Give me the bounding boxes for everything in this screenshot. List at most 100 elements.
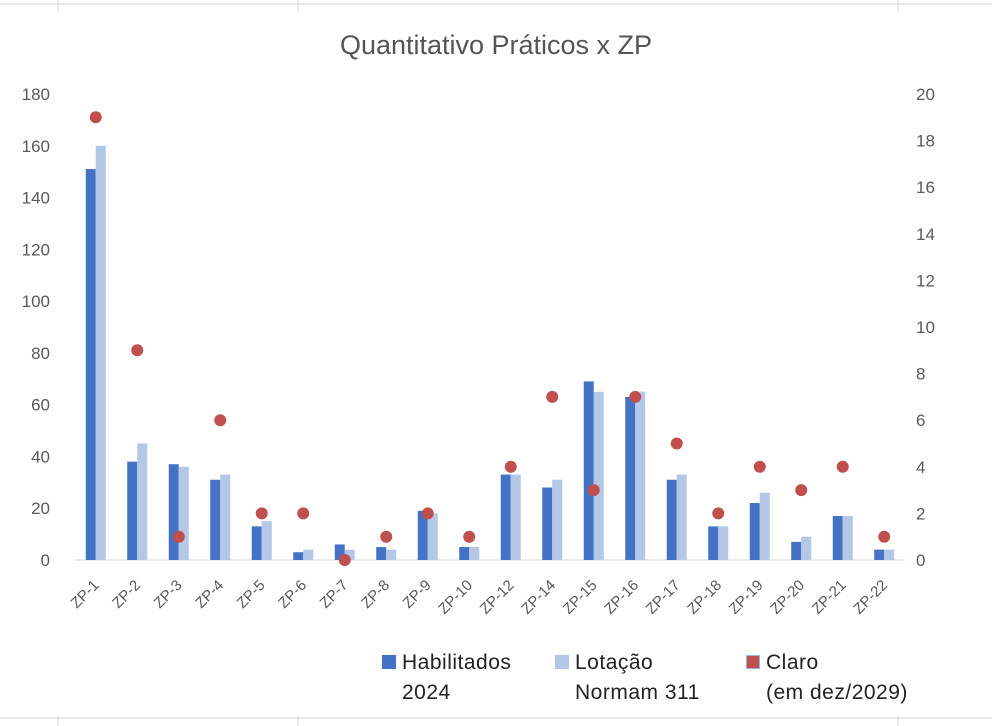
point-claro: [297, 507, 310, 520]
point-claro: [131, 344, 144, 357]
x-tick-label: ZP-2: [109, 577, 144, 612]
bar-lotacao: [593, 391, 604, 560]
bar-lotacao: [344, 549, 355, 560]
point-claro: [338, 554, 351, 566]
point-claro: [712, 507, 725, 520]
y-tick-label-right: 14: [916, 225, 935, 244]
x-tick-label: ZP-1: [68, 577, 103, 612]
x-tick-label: ZP-6: [275, 577, 310, 612]
y-tick-label-right: 16: [916, 178, 935, 197]
point-claro: [546, 390, 559, 403]
bar-lotacao: [303, 549, 314, 560]
y-tick-label-right: 10: [916, 318, 935, 337]
x-tick-label: ZP-17: [643, 577, 684, 618]
bar-lotacao: [427, 513, 438, 560]
bar-habilitados: [293, 552, 304, 560]
legend-label-line2: (em dez/2029): [766, 681, 908, 704]
bar-lotacao: [95, 145, 106, 560]
bar-habilitados: [334, 544, 345, 560]
x-tick-label: ZP-21: [809, 577, 850, 618]
bar-habilitados: [168, 464, 179, 560]
y-tick-label-left: 160: [22, 137, 50, 156]
y-tick-label-right: 4: [916, 458, 925, 477]
y-tick-label-left: 180: [22, 85, 50, 104]
point-claro: [587, 484, 600, 497]
x-tick-label: ZP-5: [234, 577, 269, 612]
point-claro: [629, 390, 642, 403]
y-tick-label-left: 60: [31, 396, 50, 415]
bar-lotacao: [759, 492, 770, 560]
bar-lotacao: [801, 536, 812, 560]
bar-lotacao: [469, 547, 480, 560]
bar-habilitados: [749, 503, 760, 560]
bar-habilitados: [666, 479, 677, 560]
y-tick-label-left: 100: [22, 292, 50, 311]
bar-lotacao: [552, 479, 563, 560]
y-tick-label-right: 18: [916, 132, 935, 151]
legend-label-line1: Claro: [766, 651, 819, 674]
x-tick-label: ZP-12: [477, 577, 518, 618]
bar-lotacao: [510, 474, 521, 560]
bar-lotacao: [386, 549, 397, 560]
point-claro: [421, 507, 434, 520]
x-tick-label: ZP-8: [358, 577, 393, 612]
y-tick-label-left: 80: [31, 344, 50, 363]
bar-habilitados: [459, 547, 470, 560]
bar-habilitados: [85, 169, 96, 561]
point-claro: [504, 460, 517, 473]
x-tick-label: ZP-7: [317, 577, 352, 612]
y-tick-label-right: 20: [916, 85, 935, 104]
legend-swatch-lotacao: [555, 655, 569, 669]
legend-label-line1: Habilitados: [402, 651, 512, 674]
chart-area[interactable]: [10, 10, 980, 716]
x-tick-label: ZP-3: [151, 577, 186, 612]
bar-habilitados: [874, 549, 885, 560]
bar-habilitados: [417, 510, 428, 560]
bar-lotacao: [884, 549, 895, 560]
y-tick-label-right: 2: [916, 504, 925, 523]
bar-lotacao: [676, 474, 687, 560]
bar-lotacao: [842, 515, 853, 560]
point-claro: [836, 460, 849, 473]
y-tick-label-left: 40: [31, 447, 50, 466]
bar-lotacao: [635, 391, 646, 560]
point-claro: [89, 111, 102, 124]
legend-swatch-habilitados: [382, 655, 396, 669]
legend-label-line2: 2024: [402, 681, 451, 704]
y-tick-label-left: 0: [41, 551, 50, 570]
point-claro: [753, 460, 766, 473]
point-claro: [172, 530, 185, 543]
point-claro: [255, 507, 268, 520]
bar-habilitados: [542, 487, 553, 560]
x-tick-label: ZP-22: [850, 577, 891, 618]
point-claro: [795, 484, 808, 497]
y-tick-label-right: 6: [916, 411, 925, 430]
y-tick-label-left: 140: [22, 189, 50, 208]
x-tick-label: ZP-15: [560, 577, 601, 618]
y-tick-label-right: 0: [916, 551, 925, 570]
x-tick-label: ZP-18: [684, 577, 725, 618]
point-claro: [380, 530, 393, 543]
bar-lotacao: [178, 466, 189, 560]
bar-habilitados: [210, 479, 221, 560]
x-tick-label: ZP-16: [601, 577, 642, 618]
x-tick-label: ZP-19: [726, 577, 767, 618]
bar-habilitados: [251, 526, 262, 560]
legend: Habilitados 2024 Lotação Normam 311 Clar…: [0, 648, 992, 718]
y-tick-label-right: 12: [916, 271, 935, 290]
bar-lotacao: [137, 443, 148, 560]
point-claro: [463, 530, 476, 543]
bar-habilitados: [708, 526, 719, 560]
point-claro: [214, 414, 227, 427]
x-tick-label: ZP-9: [400, 577, 435, 612]
bar-habilitados: [832, 515, 843, 560]
bar-lotacao: [220, 474, 231, 560]
x-tick-label: ZP-10: [435, 577, 476, 618]
legend-swatch-claro: [746, 655, 760, 669]
point-claro: [670, 437, 683, 450]
point-claro: [878, 530, 891, 543]
bar-lotacao: [261, 521, 272, 560]
chart-title: Quantitativo Práticos x ZP: [339, 30, 653, 60]
bar-habilitados: [376, 547, 387, 560]
